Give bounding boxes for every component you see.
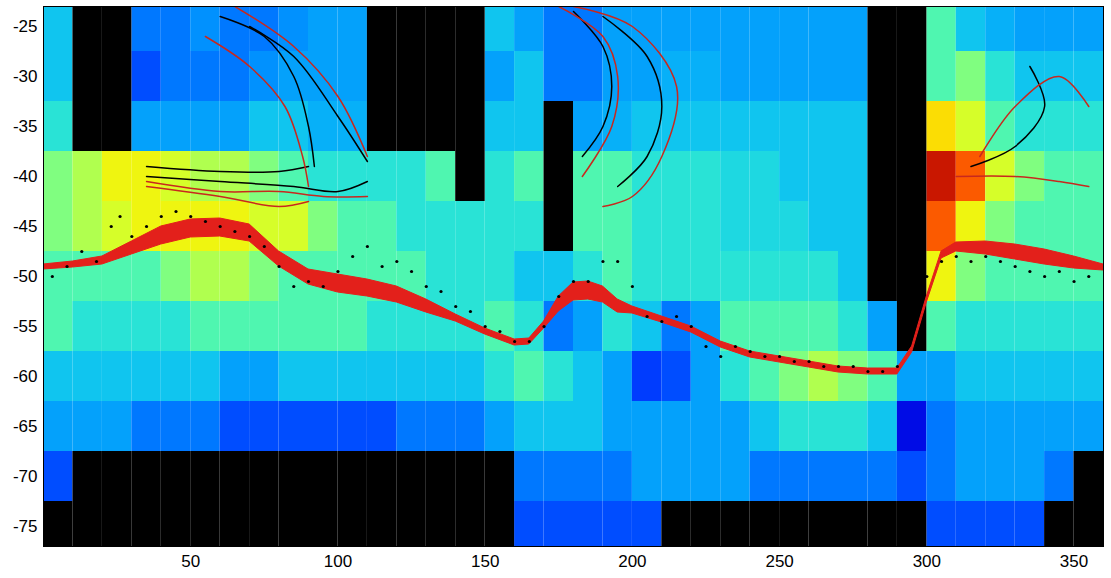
svg-text:-30: -30 — [13, 67, 38, 86]
svg-text:-75: -75 — [13, 517, 38, 536]
svg-text:-35: -35 — [13, 117, 38, 136]
svg-text:50: 50 — [181, 552, 200, 571]
svg-text:350: 350 — [1060, 552, 1088, 571]
svg-text:200: 200 — [618, 552, 646, 571]
svg-text:-65: -65 — [13, 417, 38, 436]
svg-text:-70: -70 — [13, 467, 38, 486]
svg-text:-45: -45 — [13, 217, 38, 236]
svg-text:-50: -50 — [13, 267, 38, 286]
svg-text:250: 250 — [765, 552, 793, 571]
svg-text:-55: -55 — [13, 317, 38, 336]
svg-text:-60: -60 — [13, 367, 38, 386]
svg-text:150: 150 — [471, 552, 499, 571]
svg-text:300: 300 — [913, 552, 941, 571]
svg-text:100: 100 — [324, 552, 352, 571]
svg-text:-25: -25 — [13, 17, 38, 36]
svg-text:-40: -40 — [13, 167, 38, 186]
